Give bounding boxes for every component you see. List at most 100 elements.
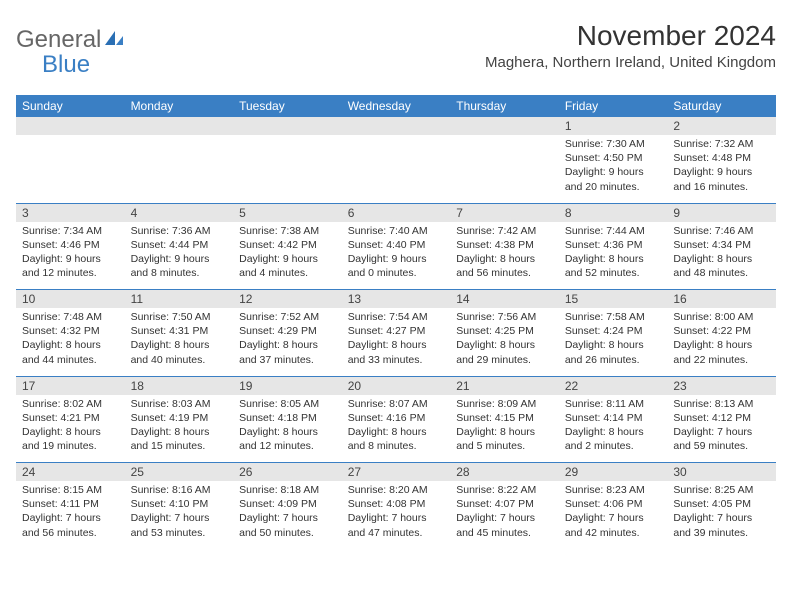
daylight-text: Daylight: 9 hours and 12 minutes. (22, 252, 119, 280)
daylight-text: Daylight: 8 hours and 56 minutes. (456, 252, 553, 280)
weekday-header: Tuesday (233, 95, 342, 117)
sunrise-text: Sunrise: 7:36 AM (131, 224, 228, 238)
day-content-row: Sunrise: 7:48 AMSunset: 4:32 PMDaylight:… (16, 308, 776, 376)
sunset-text: Sunset: 4:36 PM (565, 238, 662, 252)
day-cell: Sunrise: 8:00 AMSunset: 4:22 PMDaylight:… (667, 308, 776, 376)
day-number: 24 (16, 463, 125, 482)
sunrise-text: Sunrise: 7:42 AM (456, 224, 553, 238)
day-number: 17 (16, 376, 125, 395)
day-cell: Sunrise: 7:40 AMSunset: 4:40 PMDaylight:… (342, 222, 451, 290)
day-cell: Sunrise: 8:22 AMSunset: 4:07 PMDaylight:… (450, 481, 559, 549)
sunset-text: Sunset: 4:22 PM (673, 324, 770, 338)
sunrise-text: Sunrise: 7:30 AM (565, 137, 662, 151)
day-cell: Sunrise: 7:52 AMSunset: 4:29 PMDaylight:… (233, 308, 342, 376)
daylight-text: Daylight: 8 hours and 26 minutes. (565, 338, 662, 366)
day-number: 22 (559, 376, 668, 395)
day-number (233, 117, 342, 135)
day-number: 26 (233, 463, 342, 482)
day-cell: Sunrise: 7:38 AMSunset: 4:42 PMDaylight:… (233, 222, 342, 290)
calendar-table: SundayMondayTuesdayWednesdayThursdayFrid… (16, 95, 776, 549)
sunrise-text: Sunrise: 8:09 AM (456, 397, 553, 411)
day-cell: Sunrise: 8:25 AMSunset: 4:05 PMDaylight:… (667, 481, 776, 549)
day-cell: Sunrise: 8:20 AMSunset: 4:08 PMDaylight:… (342, 481, 451, 549)
daylight-text: Daylight: 9 hours and 4 minutes. (239, 252, 336, 280)
day-cell: Sunrise: 8:11 AMSunset: 4:14 PMDaylight:… (559, 395, 668, 463)
daylight-text: Daylight: 8 hours and 29 minutes. (456, 338, 553, 366)
day-cell: Sunrise: 8:13 AMSunset: 4:12 PMDaylight:… (667, 395, 776, 463)
daylight-text: Daylight: 8 hours and 15 minutes. (131, 425, 228, 453)
sunset-text: Sunset: 4:15 PM (456, 411, 553, 425)
day-number (16, 117, 125, 135)
day-cell: Sunrise: 7:32 AMSunset: 4:48 PMDaylight:… (667, 135, 776, 203)
day-number: 20 (342, 376, 451, 395)
daylight-text: Daylight: 9 hours and 8 minutes. (131, 252, 228, 280)
day-number: 8 (559, 203, 668, 222)
day-cell: Sunrise: 7:48 AMSunset: 4:32 PMDaylight:… (16, 308, 125, 376)
day-cell (125, 135, 234, 203)
daylight-text: Daylight: 8 hours and 44 minutes. (22, 338, 119, 366)
title-block: November 2024 Maghera, Northern Ireland,… (485, 20, 776, 71)
day-number-row: 12 (16, 117, 776, 135)
sunrise-text: Sunrise: 8:03 AM (131, 397, 228, 411)
logo-text-blue: Blue (42, 51, 90, 78)
sunrise-text: Sunrise: 8:23 AM (565, 483, 662, 497)
daylight-text: Daylight: 8 hours and 37 minutes. (239, 338, 336, 366)
day-cell: Sunrise: 7:34 AMSunset: 4:46 PMDaylight:… (16, 222, 125, 290)
day-cell: Sunrise: 8:05 AMSunset: 4:18 PMDaylight:… (233, 395, 342, 463)
sunrise-text: Sunrise: 8:00 AM (673, 310, 770, 324)
sunset-text: Sunset: 4:34 PM (673, 238, 770, 252)
day-number: 6 (342, 203, 451, 222)
sunset-text: Sunset: 4:40 PM (348, 238, 445, 252)
sunset-text: Sunset: 4:44 PM (131, 238, 228, 252)
sunrise-text: Sunrise: 8:15 AM (22, 483, 119, 497)
sunrise-text: Sunrise: 7:48 AM (22, 310, 119, 324)
day-cell (450, 135, 559, 203)
sunrise-text: Sunrise: 8:16 AM (131, 483, 228, 497)
day-number-row: 24252627282930 (16, 463, 776, 482)
day-number: 1 (559, 117, 668, 135)
sunset-text: Sunset: 4:12 PM (673, 411, 770, 425)
sunset-text: Sunset: 4:06 PM (565, 497, 662, 511)
sunrise-text: Sunrise: 7:40 AM (348, 224, 445, 238)
daylight-text: Daylight: 9 hours and 16 minutes. (673, 165, 770, 193)
sunrise-text: Sunrise: 7:52 AM (239, 310, 336, 324)
day-cell: Sunrise: 7:42 AMSunset: 4:38 PMDaylight:… (450, 222, 559, 290)
day-content-row: Sunrise: 7:34 AMSunset: 4:46 PMDaylight:… (16, 222, 776, 290)
day-cell: Sunrise: 8:07 AMSunset: 4:16 PMDaylight:… (342, 395, 451, 463)
daylight-text: Daylight: 8 hours and 2 minutes. (565, 425, 662, 453)
sunset-text: Sunset: 4:46 PM (22, 238, 119, 252)
day-number (342, 117, 451, 135)
daylight-text: Daylight: 8 hours and 40 minutes. (131, 338, 228, 366)
daylight-text: Daylight: 8 hours and 22 minutes. (673, 338, 770, 366)
day-number: 12 (233, 290, 342, 309)
day-number: 10 (16, 290, 125, 309)
daylight-text: Daylight: 7 hours and 42 minutes. (565, 511, 662, 539)
day-number: 3 (16, 203, 125, 222)
weekday-header-row: SundayMondayTuesdayWednesdayThursdayFrid… (16, 95, 776, 117)
month-title: November 2024 (485, 20, 776, 52)
daylight-text: Daylight: 7 hours and 59 minutes. (673, 425, 770, 453)
sunset-text: Sunset: 4:10 PM (131, 497, 228, 511)
day-cell: Sunrise: 8:18 AMSunset: 4:09 PMDaylight:… (233, 481, 342, 549)
day-number: 2 (667, 117, 776, 135)
day-cell: Sunrise: 7:36 AMSunset: 4:44 PMDaylight:… (125, 222, 234, 290)
day-number: 21 (450, 376, 559, 395)
daylight-text: Daylight: 7 hours and 56 minutes. (22, 511, 119, 539)
daylight-text: Daylight: 9 hours and 20 minutes. (565, 165, 662, 193)
sunset-text: Sunset: 4:09 PM (239, 497, 336, 511)
weekday-header: Wednesday (342, 95, 451, 117)
day-number: 30 (667, 463, 776, 482)
sunrise-text: Sunrise: 8:02 AM (22, 397, 119, 411)
day-number-row: 3456789 (16, 203, 776, 222)
sunrise-text: Sunrise: 7:34 AM (22, 224, 119, 238)
day-number: 19 (233, 376, 342, 395)
day-cell: Sunrise: 7:46 AMSunset: 4:34 PMDaylight:… (667, 222, 776, 290)
day-number: 28 (450, 463, 559, 482)
daylight-text: Daylight: 8 hours and 33 minutes. (348, 338, 445, 366)
day-number: 5 (233, 203, 342, 222)
weekday-header: Saturday (667, 95, 776, 117)
sunset-text: Sunset: 4:14 PM (565, 411, 662, 425)
sunset-text: Sunset: 4:31 PM (131, 324, 228, 338)
day-cell: Sunrise: 8:09 AMSunset: 4:15 PMDaylight:… (450, 395, 559, 463)
day-content-row: Sunrise: 8:15 AMSunset: 4:11 PMDaylight:… (16, 481, 776, 549)
